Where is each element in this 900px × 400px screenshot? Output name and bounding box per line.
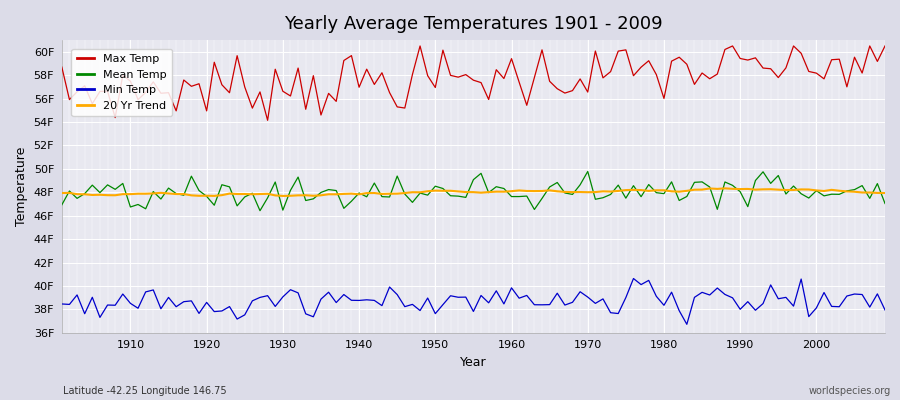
Text: worldspecies.org: worldspecies.org xyxy=(809,386,891,396)
Legend: Max Temp, Mean Temp, Min Temp, 20 Yr Trend: Max Temp, Mean Temp, Min Temp, 20 Yr Tre… xyxy=(71,48,172,116)
Title: Yearly Average Temperatures 1901 - 2009: Yearly Average Temperatures 1901 - 2009 xyxy=(284,15,662,33)
Y-axis label: Temperature: Temperature xyxy=(15,147,28,226)
X-axis label: Year: Year xyxy=(460,356,487,369)
Text: Latitude -42.25 Longitude 146.75: Latitude -42.25 Longitude 146.75 xyxy=(63,386,227,396)
